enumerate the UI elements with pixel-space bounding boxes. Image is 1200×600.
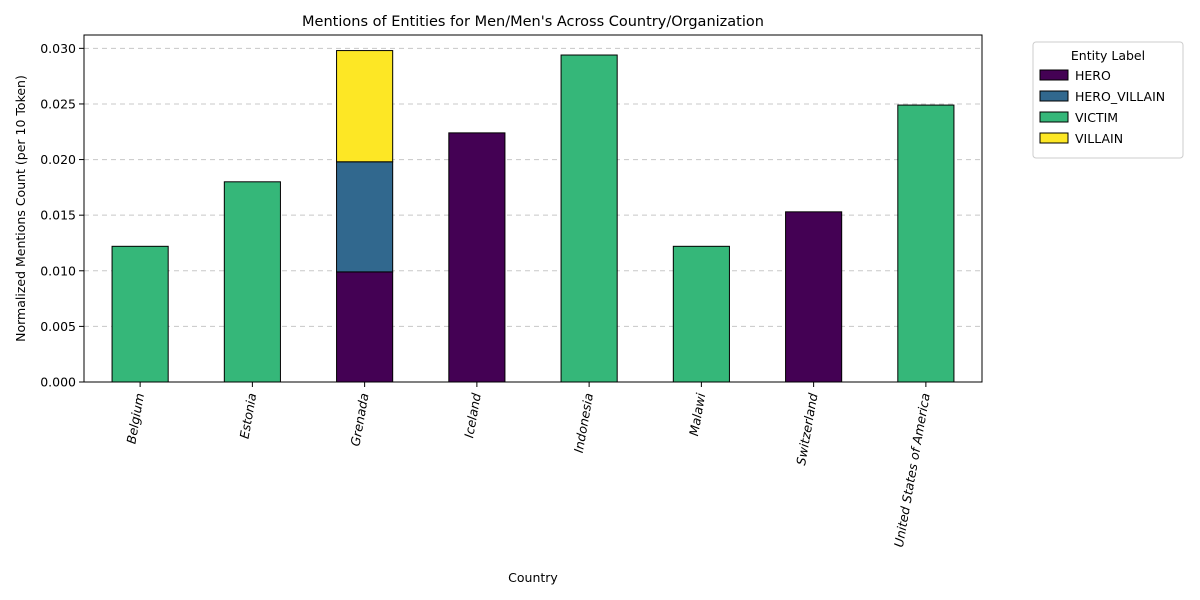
grid [84,47,982,327]
bar-segment [336,50,394,163]
y-axis-label: Normalized Mentions Count (per 10 Token) [13,75,28,342]
y-tick-label: 0.030 [40,41,76,56]
legend-swatch [1039,132,1069,144]
x-tick-label: Indonesia [571,392,596,454]
legend-items: HERO HERO_VILLAIN VICTIM VILLAIN [1039,68,1165,146]
legend-swatch [1039,90,1069,102]
legend: Entity Label HERO HERO_VILLAIN VICTIM VILLA… [1032,41,1184,159]
y-axis: 0.000 0.005 0.010 0.015 0.020 0.025 0.030 [40,41,84,390]
bar-segment [560,54,618,383]
y-tick-label: 0.010 [40,263,76,278]
bar-segment [111,245,169,383]
bar-segment [448,132,506,383]
legend-box [1032,41,1184,159]
bar-segment [897,104,955,383]
x-axis: Belgium Estonia Grenada Iceland Indonesia Mal… [123,382,933,548]
x-tick-label: Grenada [347,392,371,447]
bars [111,50,955,383]
bar-segment [336,271,394,383]
legend-entry-label: VILLAIN [1075,131,1123,146]
legend-title: Entity Label [1071,48,1145,63]
y-tick-label: 0.025 [40,96,76,111]
legend-entry-label: HERO_VILLAIN [1075,89,1165,104]
legend-swatch [1039,111,1069,123]
legend-swatch [1039,69,1069,81]
bar-segment [223,181,281,383]
bar-segment [785,211,843,383]
y-tick-label: 0.020 [40,152,76,167]
x-tick-label: United States of America [891,392,933,548]
bar-segment [336,161,394,273]
x-tick-label: Belgium [123,392,147,445]
x-axis-label: Country [508,570,558,585]
plot-frame [83,34,983,383]
x-tick-label: Malawi [686,391,708,437]
y-tick-label: 0.005 [40,319,76,334]
x-tick-label: Estonia [237,392,260,440]
legend-entry-label: VICTIM [1075,110,1118,125]
x-tick-label: Iceland [461,392,484,439]
y-tick-label: 0.015 [40,208,76,223]
x-tick-label: Switzerland [793,392,820,466]
y-tick-label: 0.000 [40,375,76,390]
bar-segment [672,245,730,383]
chart-title: Mentions of Entities for Men/Men's Acros… [302,14,764,30]
legend-entry-label: HERO [1075,68,1111,83]
